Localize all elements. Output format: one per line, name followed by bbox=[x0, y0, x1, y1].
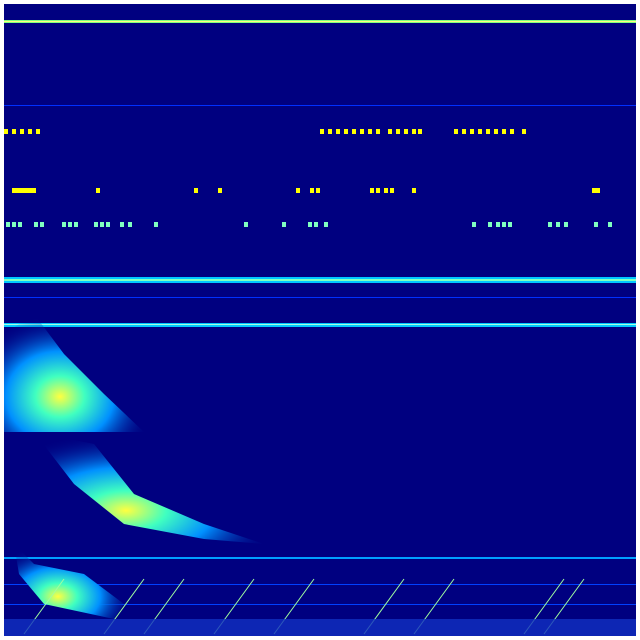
dot bbox=[18, 222, 22, 227]
dot bbox=[454, 129, 458, 134]
dot bbox=[486, 129, 490, 134]
dot bbox=[308, 222, 312, 227]
dot bbox=[94, 222, 98, 227]
dot bbox=[418, 129, 422, 134]
dot bbox=[120, 222, 124, 227]
band bbox=[4, 557, 636, 559]
dot bbox=[24, 188, 28, 193]
energy-blobs bbox=[4, 314, 264, 619]
bottom-noise bbox=[4, 619, 636, 636]
dot bbox=[370, 188, 374, 193]
blob-middle bbox=[34, 432, 264, 544]
band bbox=[4, 324, 636, 325]
band bbox=[4, 604, 636, 605]
dot bbox=[502, 129, 506, 134]
dot bbox=[344, 129, 348, 134]
dot bbox=[12, 222, 16, 227]
dot bbox=[74, 222, 78, 227]
dot-rows bbox=[4, 129, 612, 227]
blob-upper bbox=[4, 314, 144, 432]
band bbox=[4, 105, 636, 106]
dot bbox=[564, 222, 568, 227]
dot bbox=[390, 188, 394, 193]
dot bbox=[6, 222, 10, 227]
background bbox=[4, 4, 636, 636]
dot bbox=[12, 188, 16, 193]
dot bbox=[388, 129, 392, 134]
dot bbox=[368, 129, 372, 134]
dot bbox=[314, 222, 318, 227]
dot bbox=[384, 188, 388, 193]
dot bbox=[548, 222, 552, 227]
dot bbox=[608, 222, 612, 227]
dot bbox=[100, 222, 104, 227]
band bbox=[4, 584, 636, 585]
dot bbox=[360, 129, 364, 134]
dot bbox=[40, 222, 44, 227]
dot bbox=[328, 129, 332, 134]
dot bbox=[496, 222, 500, 227]
dot bbox=[352, 129, 356, 134]
dot bbox=[556, 222, 560, 227]
dot bbox=[62, 222, 66, 227]
dot bbox=[34, 222, 38, 227]
dot bbox=[510, 129, 514, 134]
dot bbox=[20, 129, 24, 134]
dot bbox=[12, 129, 16, 134]
dot bbox=[412, 129, 416, 134]
dot bbox=[28, 129, 32, 134]
dot bbox=[462, 129, 466, 134]
dot bbox=[244, 222, 248, 227]
dot bbox=[296, 188, 300, 193]
dot bbox=[502, 222, 506, 227]
dot bbox=[194, 188, 198, 193]
dot bbox=[36, 129, 40, 134]
horizontal-bands bbox=[4, 20, 636, 605]
spectrogram bbox=[4, 4, 636, 636]
band bbox=[4, 279, 636, 281]
dot bbox=[154, 222, 158, 227]
band bbox=[4, 21, 636, 22]
dot bbox=[404, 129, 408, 134]
dot bbox=[106, 222, 110, 227]
dot bbox=[494, 129, 498, 134]
dot bbox=[320, 129, 324, 134]
dot bbox=[508, 222, 512, 227]
dot bbox=[32, 188, 36, 193]
dot bbox=[96, 188, 100, 193]
dot bbox=[316, 188, 320, 193]
blob-lower bbox=[14, 544, 124, 619]
dot bbox=[478, 129, 482, 134]
dot bbox=[336, 129, 340, 134]
dot bbox=[396, 129, 400, 134]
dot bbox=[594, 222, 598, 227]
dot bbox=[472, 222, 476, 227]
dot bbox=[4, 129, 8, 134]
dot bbox=[412, 188, 416, 193]
dot bbox=[522, 129, 526, 134]
dot bbox=[310, 188, 314, 193]
dot bbox=[592, 188, 596, 193]
dot bbox=[282, 222, 286, 227]
dot bbox=[470, 129, 474, 134]
dot bbox=[20, 188, 24, 193]
dot bbox=[68, 222, 72, 227]
dot bbox=[596, 188, 600, 193]
dot bbox=[218, 188, 222, 193]
dot bbox=[28, 188, 32, 193]
dot bbox=[128, 222, 132, 227]
dot bbox=[376, 129, 380, 134]
dot bbox=[324, 222, 328, 227]
dot bbox=[16, 188, 20, 193]
band bbox=[4, 297, 636, 298]
dot bbox=[376, 188, 380, 193]
dot bbox=[488, 222, 492, 227]
